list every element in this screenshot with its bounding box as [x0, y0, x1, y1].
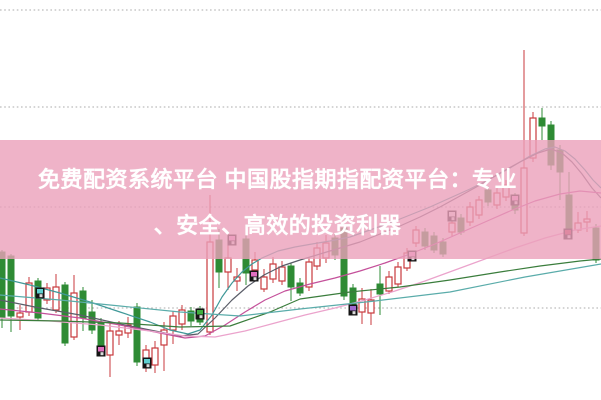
- promo-banner-overlay: 免费配资系统平台 中国股指期指配资平台：专业 、安全、高效的投资利器: [0, 140, 601, 259]
- promo-banner-text: 免费配资系统平台 中国股指期指配资平台：专业 、安全、高效的投资利器: [0, 140, 578, 249]
- ma-green: [0, 258, 601, 328]
- banner-text-line-2: 、安全、高效的投资利器: [153, 213, 402, 238]
- ma-slow-teal: [0, 263, 601, 317]
- banner-text-line-1: 免费配资系统平台 中国股指期指配资平台：专业: [37, 167, 518, 192]
